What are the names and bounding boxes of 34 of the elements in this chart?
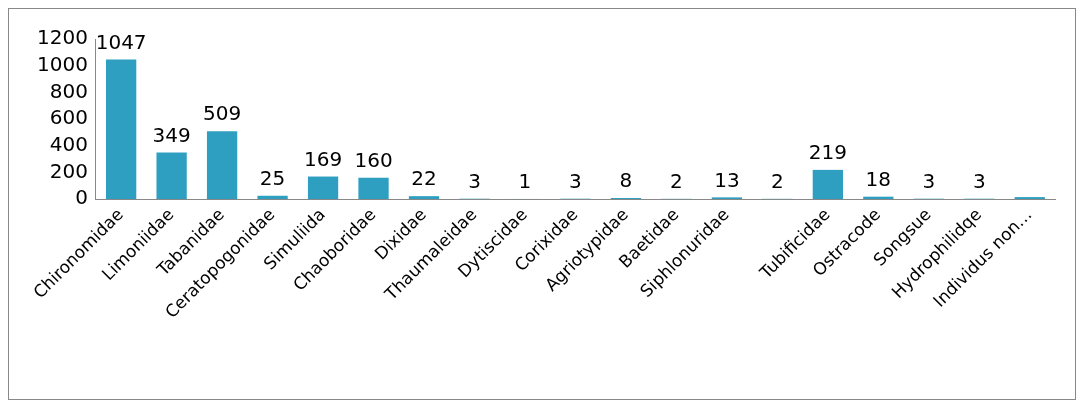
data-label: 18 <box>865 166 892 191</box>
y-tick-label: 1000 <box>36 51 88 76</box>
data-label: 1047 <box>95 29 147 54</box>
data-label: 349 <box>152 122 191 147</box>
bar <box>156 152 187 200</box>
bar <box>358 177 389 200</box>
data-label: 509 <box>203 101 242 126</box>
y-tick-label: 800 <box>49 78 88 103</box>
data-label: 25 <box>259 165 286 190</box>
data-label: 219 <box>808 140 847 165</box>
data-label: 3 <box>922 168 936 193</box>
y-tick-label: 400 <box>49 131 88 156</box>
bar <box>257 195 288 200</box>
data-label: 22 <box>411 166 437 191</box>
data-label: 160 <box>354 147 393 172</box>
data-label: 2 <box>670 169 683 194</box>
data-label: 13 <box>714 167 740 192</box>
bar <box>206 131 238 200</box>
y-tick-label: 0 <box>75 185 88 210</box>
bar <box>812 169 843 200</box>
bar <box>105 59 137 200</box>
y-tick-label: 1200 <box>36 25 88 50</box>
data-label: 8 <box>619 168 633 193</box>
bar <box>307 176 339 200</box>
bar <box>408 196 440 200</box>
data-label: 3 <box>972 168 986 193</box>
data-label: 2 <box>771 169 784 194</box>
data-label: 1 <box>518 169 532 194</box>
y-tick-label: 200 <box>49 158 88 183</box>
data-label: 3 <box>569 168 582 193</box>
data-label: 3 <box>468 168 481 193</box>
data-label: 169 <box>303 146 343 171</box>
bar <box>1014 197 1045 200</box>
y-tick-label: 600 <box>49 105 88 130</box>
